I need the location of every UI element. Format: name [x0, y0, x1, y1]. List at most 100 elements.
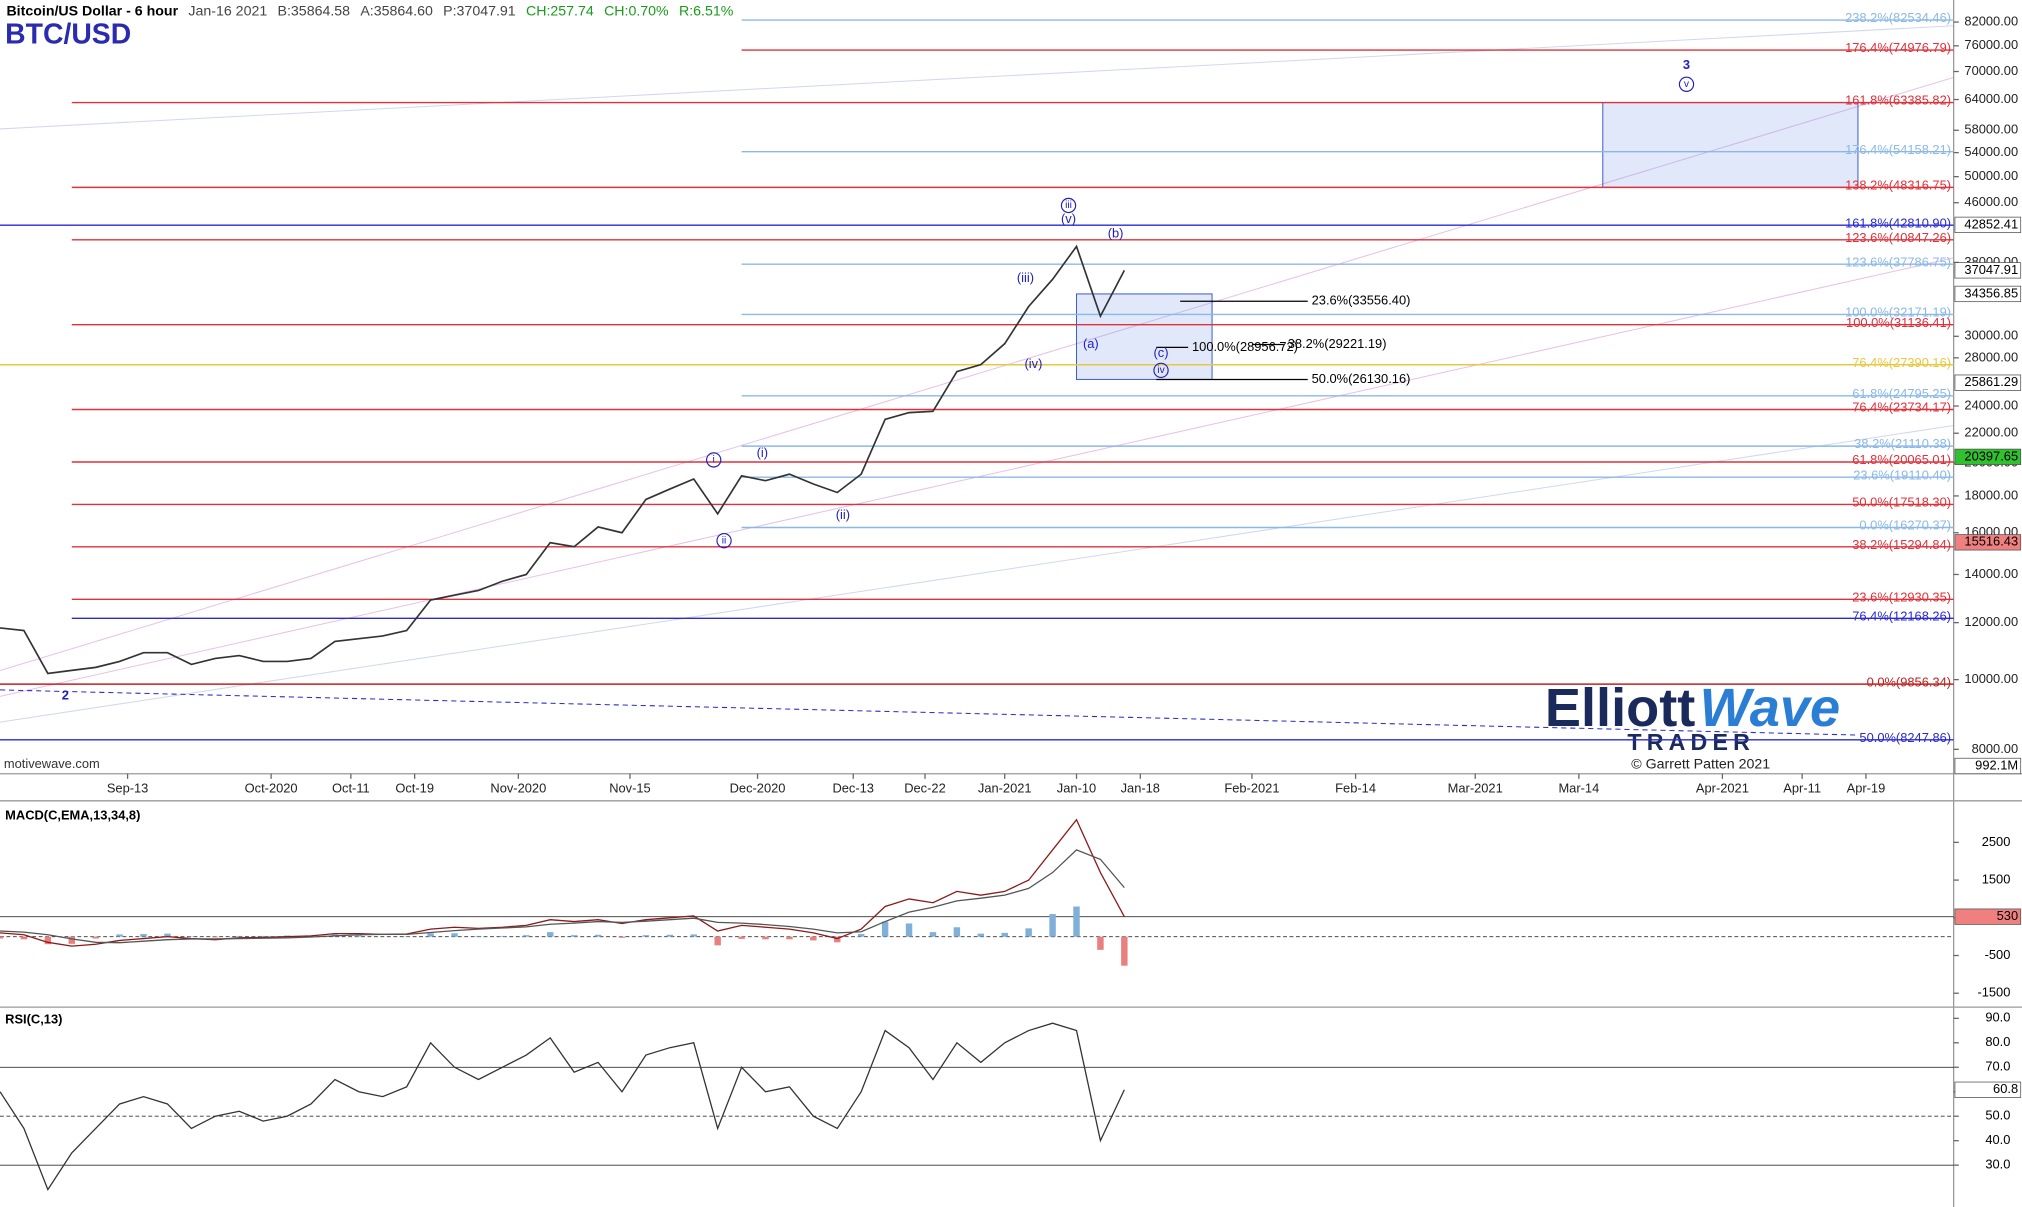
histogram-bar [618, 936, 626, 938]
rsi-line [0, 1022, 1125, 1192]
wave-label: (i) [757, 445, 768, 460]
fib-label: 123.6%(37786.75) [1845, 254, 1951, 269]
y-tick-label: 90.0 [1985, 1010, 2010, 1025]
x-tick-label: Dec-2020 [730, 781, 786, 796]
price-tag-label: 60.8 [1993, 1081, 2018, 1096]
fan-line [0, 25, 1954, 130]
fib-label: 161.8%(42810.90) [1845, 215, 1951, 230]
price-tag-label: 20397.65 [1964, 448, 2018, 463]
x-tick-label: Nov-15 [609, 781, 651, 796]
fib-label: 38.2%(21110.38) [1854, 436, 1951, 451]
fib-label: 76.4%(27390.16) [1852, 355, 1951, 370]
header-item: Bitcoin/US Dollar - 6 hour [6, 3, 178, 19]
y-tick-label: 54000.00 [1964, 144, 2018, 159]
price-tag [1954, 262, 2022, 279]
histogram-bar [140, 934, 147, 937]
y-tick-label: 14000.00 [1964, 566, 2018, 581]
price-tag [1954, 285, 2022, 303]
y-tick-label: 1500 [1982, 871, 2011, 886]
wave-circle [1153, 362, 1169, 379]
y-tick-label: 64000.00 [1964, 91, 2018, 106]
wave-label: (c) [1154, 345, 1169, 360]
fib-label: 23.6%(33556.40) [1312, 293, 1411, 308]
x-tick-label: Jan-18 [1121, 781, 1160, 796]
fib-label: 76.4%(12168.26) [1852, 608, 1951, 623]
histogram-bar [905, 923, 913, 937]
x-tick-label: Sep-13 [107, 781, 149, 796]
y-tick-label: 2500 [1982, 834, 2011, 849]
histogram-bar [546, 932, 554, 937]
histogram-bar [475, 935, 482, 937]
histogram-bar [236, 935, 243, 937]
histogram-bar [427, 933, 434, 937]
wave-label: iii [1065, 200, 1072, 211]
histogram-bar [92, 936, 99, 939]
logo-word: Elliott [1545, 678, 1695, 738]
wave-label: (ii) [836, 507, 850, 522]
y-tick-label: 70000.00 [1964, 63, 2018, 78]
histogram-bar [570, 935, 578, 937]
histogram-bar [0, 936, 4, 939]
price-tag [1954, 448, 2022, 465]
y-tick-label: 46000.00 [1964, 194, 2018, 209]
wave-label: iv [1157, 365, 1165, 376]
x-tick-label: Nov-2020 [490, 781, 546, 796]
histogram-bar [212, 936, 219, 938]
y-tick-label: 8000.00 [1972, 741, 2019, 756]
histogram-bar [1121, 936, 1128, 966]
fib-label: 176.4%(54158.21) [1845, 142, 1951, 157]
x-tick-label: Feb-2021 [1224, 781, 1279, 796]
x-tick-label: Apr-19 [1847, 781, 1886, 796]
wave-label: (iv) [1025, 356, 1043, 371]
wave-circle [706, 452, 722, 468]
header-item: P:37047.91 [443, 3, 516, 19]
header-item: R:6.51% [679, 3, 734, 19]
y-tick-label: 76000.00 [1964, 37, 2018, 52]
price-tag [1954, 216, 2022, 233]
y-tick-label: 24000.00 [1964, 397, 2018, 412]
y-tick-label: 30.0 [1985, 1157, 2010, 1172]
y-tick-label: 70.0 [1985, 1059, 2010, 1074]
histogram-bar [164, 933, 171, 937]
fan-line [0, 425, 1954, 723]
y-tick-label: 82000.00 [1964, 13, 2018, 28]
fib-label: 61.8%(20065.01) [1852, 452, 1951, 467]
price-tag [1954, 534, 2022, 551]
fib-label: 100.0%(31136.41) [1846, 315, 1951, 330]
volume-tag [1954, 757, 2022, 775]
fib-label: 50.0%(8247.86) [1859, 730, 1951, 745]
fib-label: 100.0%(32171.19) [1845, 305, 1951, 320]
histogram-bar [738, 936, 745, 939]
price-tag-label: 37047.91 [1964, 262, 2018, 277]
fib-label: 161.8%(63385.82) [1845, 93, 1951, 108]
histogram-bar [642, 935, 650, 937]
wave-label: (b) [1108, 226, 1124, 241]
histogram-bar [116, 934, 123, 937]
header-item: Jan-16 2021 [188, 3, 267, 19]
price-tag-label: 34356.85 [1964, 285, 2018, 300]
histogram-bar [929, 932, 937, 937]
y-tick-label: 12000.00 [1964, 614, 2018, 629]
fib-label: 76.4%(23734.17) [1852, 400, 1951, 415]
x-tick-label: Feb-14 [1335, 781, 1376, 796]
price-tag-label: 15516.43 [1964, 534, 2018, 549]
header-item: CH:257.74 [526, 3, 594, 19]
header-item: A:35864.60 [360, 3, 433, 19]
fib-label: 176.4%(74976.79) [1845, 40, 1951, 55]
price-tag-label: 530 [1997, 908, 2018, 923]
fib-label: 0.0%(16270.37) [1859, 518, 1951, 533]
histogram-bar [1073, 906, 1080, 937]
fan-line [0, 76, 1954, 672]
source: motivewave.com [4, 756, 100, 771]
histogram-bar [355, 935, 363, 937]
wave-label: i [713, 455, 715, 466]
fib-label: 100.0%(28956.72) [1192, 339, 1298, 354]
header-item: CH:0.70% [604, 3, 669, 19]
wave-circle [1060, 197, 1077, 214]
fib-label: 23.6%(19110.40) [1853, 467, 1951, 482]
fib-label: 123.6%(40847.26) [1845, 230, 1951, 245]
macd-line [0, 818, 1125, 947]
y-tick-label: 22000.00 [1964, 425, 2018, 440]
y-tick-label: 30000.00 [1964, 328, 2018, 343]
